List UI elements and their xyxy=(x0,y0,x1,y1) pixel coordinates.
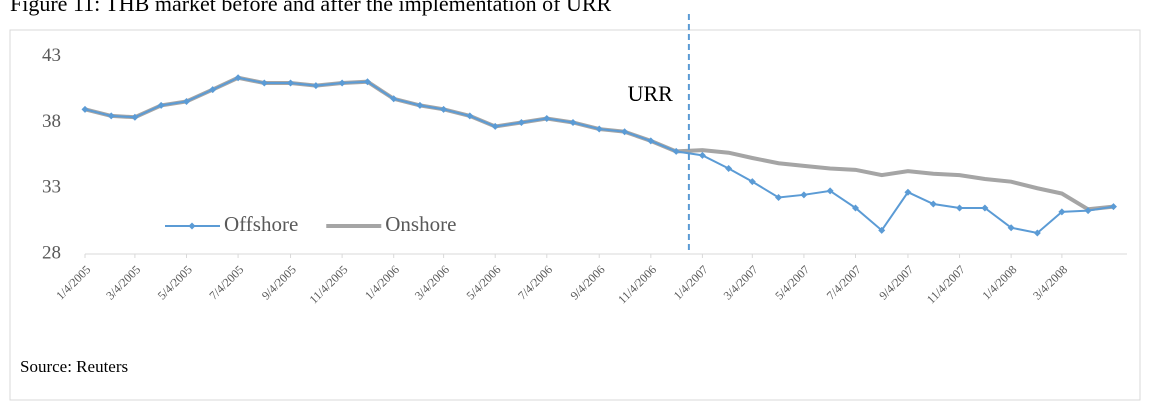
x-tick-label: 7/4/2005 xyxy=(206,262,246,302)
marker xyxy=(981,204,989,212)
marker xyxy=(595,125,603,133)
x-tick-label: 7/4/2006 xyxy=(515,262,555,302)
legend-label: Onshore xyxy=(385,212,456,236)
x-tick-label: 11/4/2007 xyxy=(924,262,968,306)
x-tick-label: 1/4/2008 xyxy=(979,262,1019,302)
x-tick-label: 1/4/2006 xyxy=(362,262,402,302)
annotation-label: URR xyxy=(628,81,674,106)
x-tick-label: 11/4/2006 xyxy=(615,262,659,306)
legend-label: Offshore xyxy=(224,212,298,236)
x-tick-label: 1/4/2007 xyxy=(671,262,711,302)
marker xyxy=(569,118,577,126)
y-tick-label: 33 xyxy=(42,177,61,198)
y-tick-label: 28 xyxy=(42,242,61,263)
x-tick-label: 3/4/2006 xyxy=(412,262,452,302)
marker xyxy=(260,79,268,87)
marker xyxy=(182,97,190,105)
x-tick-label: 11/4/2005 xyxy=(306,262,350,306)
legend-marker xyxy=(188,222,196,230)
marker xyxy=(416,101,424,109)
marker xyxy=(131,113,139,121)
x-tick-label: 9/4/2005 xyxy=(259,262,299,302)
marker xyxy=(491,122,499,130)
marker xyxy=(440,105,448,113)
marker xyxy=(363,78,371,86)
marker xyxy=(234,74,242,82)
marker xyxy=(209,86,217,94)
marker xyxy=(852,204,860,212)
marker xyxy=(672,147,680,155)
marker xyxy=(466,112,474,120)
x-tick-label: 7/4/2007 xyxy=(824,262,864,302)
marker xyxy=(775,193,783,201)
marker xyxy=(748,178,756,186)
marker xyxy=(543,115,551,123)
x-tick-label: 9/4/2007 xyxy=(876,262,916,302)
marker xyxy=(1033,229,1041,237)
x-tick-label: 3/4/2005 xyxy=(103,262,143,302)
x-tick-label: 5/4/2006 xyxy=(463,262,503,302)
marker xyxy=(1084,207,1092,215)
marker xyxy=(956,204,964,212)
y-tick-label: 38 xyxy=(42,111,61,132)
marker xyxy=(725,165,733,173)
marker xyxy=(698,151,706,159)
marker xyxy=(1007,224,1015,232)
source-note: Source: Reuters xyxy=(20,357,128,376)
x-tick-label: 1/4/2005 xyxy=(53,262,93,302)
x-tick-label: 3/4/2008 xyxy=(1030,262,1070,302)
marker xyxy=(1109,203,1117,211)
marker xyxy=(1058,208,1066,216)
marker xyxy=(878,226,886,234)
marker xyxy=(157,101,165,109)
x-tick-label: 5/4/2007 xyxy=(772,262,812,302)
marker xyxy=(904,188,912,196)
x-tick-label: 5/4/2005 xyxy=(155,262,195,302)
marker xyxy=(647,137,655,145)
marker xyxy=(826,187,834,195)
marker xyxy=(390,95,398,103)
marker xyxy=(929,200,937,208)
y-tick-label: 43 xyxy=(42,45,61,66)
marker xyxy=(517,118,525,126)
marker xyxy=(81,105,89,113)
marker xyxy=(800,191,808,199)
chart-title: Figure 11: THB market before and after t… xyxy=(10,0,612,16)
x-tick-label: 9/4/2006 xyxy=(568,262,608,302)
marker xyxy=(312,82,320,90)
marker xyxy=(107,112,115,120)
marker xyxy=(287,79,295,87)
marker xyxy=(621,128,629,136)
x-tick-label: 3/4/2007 xyxy=(721,262,761,302)
marker xyxy=(338,79,346,87)
chart-frame xyxy=(9,29,1141,401)
series-line xyxy=(84,75,1114,212)
